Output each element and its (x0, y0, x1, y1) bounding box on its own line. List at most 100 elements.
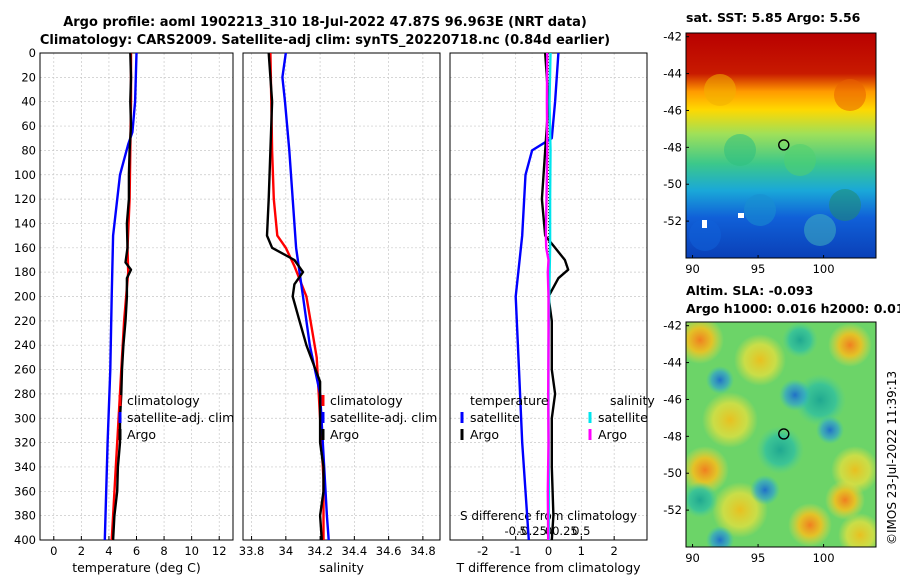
sst-missing-pixel (702, 220, 707, 228)
x-axis-label: temperature (deg C) (72, 560, 201, 575)
y-tick-label: 120 (14, 192, 36, 206)
map-y-tick-label: -46 (663, 392, 682, 406)
legend-label: climatology (330, 393, 403, 408)
map-y-tick-label: -44 (663, 67, 682, 81)
sst-map-title: sat. SST: 5.85 Argo: 5.56 (686, 10, 861, 25)
s-tick-label: 0.5 (572, 524, 590, 538)
sla-map-title-line1: Altim. SLA: -0.093 (686, 283, 814, 298)
map-x-tick-label: 95 (751, 262, 766, 276)
sla-anomaly (750, 475, 780, 505)
s-tick-label: 0.25 (552, 524, 578, 538)
x-tick-label: 2 (78, 544, 85, 558)
y-tick-label: 140 (14, 216, 36, 230)
x-axis-label: T difference from climatology (455, 560, 641, 575)
x-tick-label: 8 (160, 544, 167, 558)
x-axis-label: salinity (319, 560, 364, 575)
series-line-Argo (111, 52, 133, 541)
legend-label: Argo (598, 427, 627, 442)
y-tick-label: 320 (14, 436, 36, 450)
y-tick-label: 360 (14, 484, 36, 498)
sla-anomaly (779, 379, 811, 411)
panel-temperature: 0 2 4 6 8 10 12 temperature (deg C) 0 20 40 60 80 100… (14, 46, 234, 575)
sst-patch (689, 219, 721, 251)
legend-label: Argo (127, 427, 156, 442)
series-line-temperature-Argo (540, 52, 570, 541)
map-y-tick-label: -44 (663, 356, 682, 370)
axes-frame (242, 52, 441, 541)
sla-map-title-line2: Argo h1000: 0.016 h2000: 0.019 (686, 301, 900, 316)
x-tick-label: 33.8 (239, 544, 265, 558)
sst-patch (804, 214, 836, 246)
sla-anomaly (816, 416, 844, 444)
map-y-tick-label: -48 (663, 429, 682, 443)
legend-label: satellite-adj. clim (330, 410, 437, 425)
map-frame (685, 321, 877, 548)
sla-anomaly (702, 392, 758, 448)
sla-anomaly (782, 322, 818, 358)
sla-anomaly (706, 526, 734, 547)
sst-map: 90 95 100 -42 -44 -46 -48 -50 -52 (663, 30, 877, 276)
y-tick-label: 260 (14, 363, 36, 377)
sla-field (686, 322, 876, 547)
x-tick-label: 2 (611, 544, 618, 558)
argo-position-marker (778, 428, 790, 440)
legend-label: satellite (598, 410, 648, 425)
y-tick-label: 0 (29, 46, 36, 60)
map-x-tick-label: 100 (813, 262, 835, 276)
x-tick-label: 6 (133, 544, 140, 558)
series-line-Argo (265, 52, 325, 541)
x-tick-label: 0 (50, 544, 57, 558)
s-tick-label: -0.5 (504, 524, 526, 538)
panel-salinity: 33.8 34 34.2 34.4 34.6 34.8 salinity climatolog… (239, 52, 441, 575)
y-tick-label: 20 (21, 70, 36, 84)
y-tick-label: 340 (14, 460, 36, 474)
y-tick-label: 80 (21, 143, 36, 157)
legend-title-salinity: salinity (610, 393, 655, 408)
sst-patch (724, 134, 756, 166)
y-tick-label: 40 (21, 95, 36, 109)
legend-label: Argo (470, 427, 499, 442)
argo-position-marker (778, 139, 790, 151)
map-y-tick-label: -42 (663, 30, 682, 44)
sla-anomaly (788, 503, 832, 547)
s-tick-label: -0.25 (517, 524, 547, 538)
y-tick-label: 380 (14, 509, 36, 523)
x-tick-label: 34.6 (376, 544, 402, 558)
x-tick-label: 34.8 (410, 544, 436, 558)
x-tick-label: 4 (105, 544, 112, 558)
map-y-tick-label: -48 (663, 140, 682, 154)
map-y-tick-label: -52 (663, 214, 682, 228)
y-tick-label: 280 (14, 387, 36, 401)
x-tick-label: -2 (477, 544, 488, 558)
map-y-tick-label: -50 (663, 466, 682, 480)
x-tick-label: -1 (510, 544, 521, 558)
x-tick-label: 34 (279, 544, 294, 558)
map-y-tick-label: -42 (663, 319, 682, 333)
sst-field (686, 33, 876, 258)
sst-missing-pixel (738, 213, 744, 218)
sla-anomaly (686, 446, 729, 494)
map-x-tick-label: 90 (685, 551, 700, 565)
map-y-tick-label: -52 (663, 503, 682, 517)
map-frame (685, 32, 877, 259)
legend-label: climatology (127, 393, 200, 408)
y-tick-label: 60 (21, 119, 36, 133)
x-tick-label: 34.4 (342, 544, 368, 558)
series-line-satellite-adj.-clim (103, 52, 138, 541)
legend-label: satellite-adj. clim (127, 410, 234, 425)
y-tick-label: 160 (14, 241, 36, 255)
x-tick-label: 34.2 (307, 544, 333, 558)
map-x-tick-label: 90 (685, 262, 700, 276)
sst-patch (829, 189, 861, 221)
y-tick-label: 200 (14, 290, 36, 304)
legend-title-temperature: temperature (470, 393, 549, 408)
map-y-tick-label: -46 (663, 103, 682, 117)
sla-anomaly (825, 480, 865, 520)
y-tick-label: 240 (14, 338, 36, 352)
figure-title-line1: Argo profile: aoml 1902213_310 18-Jul-20… (63, 15, 587, 30)
map-y-tick-label: -50 (663, 177, 682, 191)
map-x-tick-label: 95 (751, 551, 766, 565)
legend-label: Argo (330, 427, 359, 442)
